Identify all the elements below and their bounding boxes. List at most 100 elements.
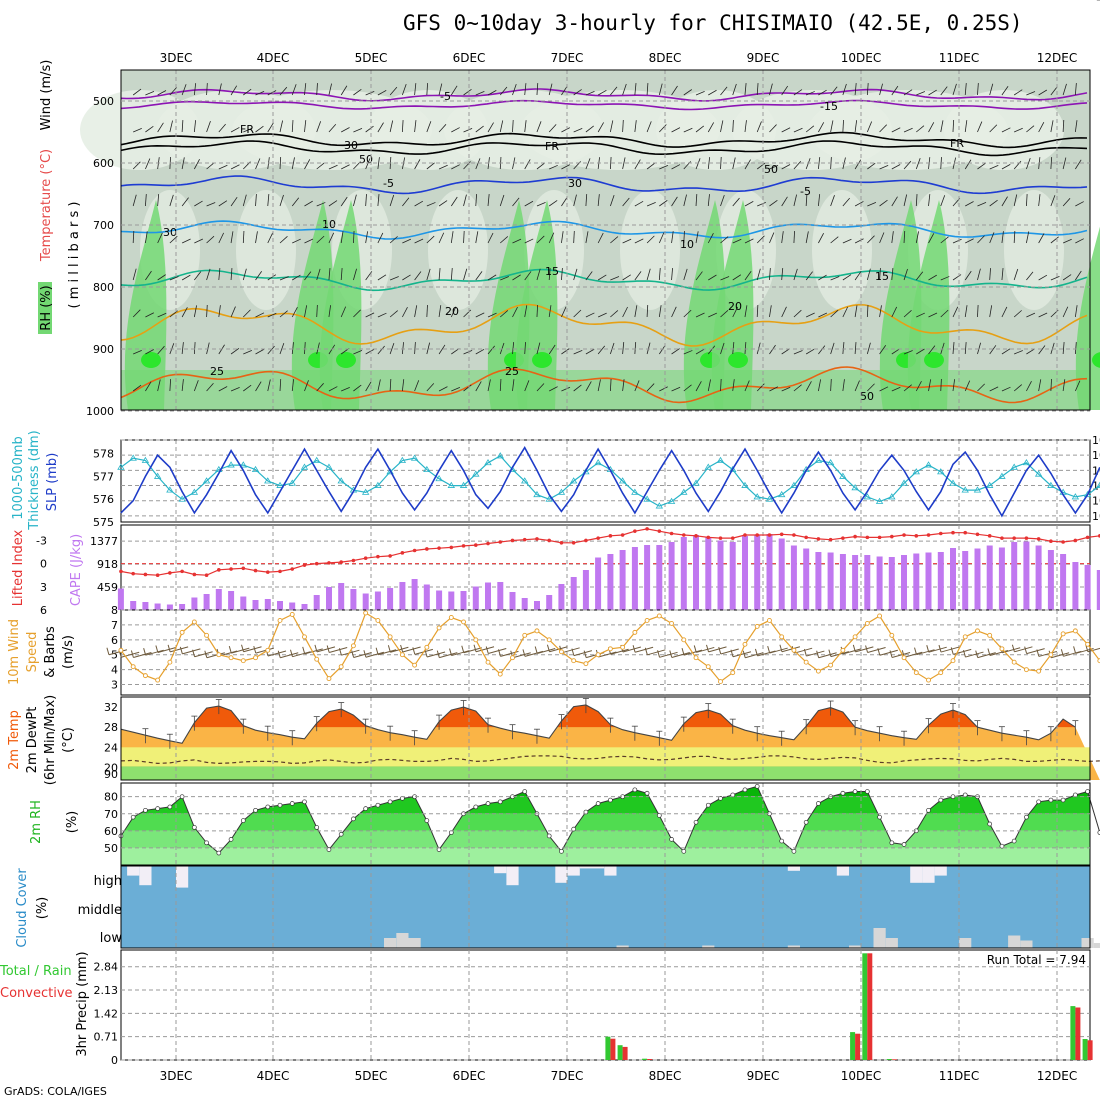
wind-barb [1075, 201, 1084, 207]
wind-barb [561, 306, 567, 318]
thickness-point [777, 490, 786, 498]
thickness-point [973, 486, 982, 493]
wind-barb [585, 381, 592, 392]
precip-conv-bar [1087, 1040, 1093, 1060]
wind-barb [438, 344, 446, 355]
wind-barb [646, 162, 656, 170]
temp-tick: 24 [104, 741, 118, 754]
day-label-top: 6DEC [453, 51, 486, 65]
wind-speed-point [338, 664, 344, 670]
wind-barb-10m [439, 652, 458, 659]
dewpt-band [121, 747, 1090, 767]
precip-tick: 0 [111, 1054, 118, 1067]
cloud-level-middle: middle [78, 903, 122, 918]
thickness-point [459, 481, 468, 488]
wind-speed-point [864, 620, 870, 626]
wind-barb-10m [659, 651, 678, 658]
wind-barb [230, 196, 238, 207]
wind-barb-10m [671, 651, 690, 658]
wind-barb [756, 268, 761, 281]
wind-barb [255, 194, 257, 207]
vertical-labels: RH (%) Temperature (°C) Wind (m/s) ( m i l … [0, 60, 90, 1057]
wind-barb [218, 200, 228, 207]
wind-barb [903, 309, 912, 318]
wind-speed-point [815, 668, 821, 674]
rh-point [901, 842, 907, 847]
wind-barb [1062, 379, 1066, 392]
wind-barb [964, 159, 972, 170]
wind-barb [475, 91, 485, 96]
rh-point [143, 807, 148, 813]
thickness-point [741, 481, 749, 488]
wind-barb [267, 345, 275, 355]
wind-barb-10m [121, 651, 140, 658]
wind-barb [524, 271, 532, 281]
cape-bar [668, 542, 675, 610]
wind-barb [720, 194, 725, 207]
rh-point [167, 804, 173, 810]
wind-barb [218, 164, 228, 170]
wind-barb [353, 268, 357, 281]
dewpt-line [120, 755, 1100, 765]
wind-barb [732, 306, 739, 318]
wind-barb [475, 231, 479, 244]
wind-barb-10m [842, 648, 862, 655]
wind-barb [744, 120, 747, 133]
lifted-point [449, 545, 454, 550]
wind-barb [1074, 305, 1078, 318]
thickness-point [790, 481, 798, 488]
wind-barb-10m [108, 649, 128, 656]
wind-barb [377, 274, 387, 281]
wind-barb [524, 159, 531, 170]
wind-speed-point [546, 637, 552, 643]
day-label-top: 5DEC [355, 51, 388, 65]
wind-barb [965, 201, 974, 207]
wind-barb-10m [889, 650, 893, 658]
lifted-point [510, 538, 515, 543]
wind-barb [414, 159, 421, 170]
wind-speed-point [840, 647, 846, 653]
wind-barb-10m [145, 649, 164, 656]
wind-barb [230, 85, 238, 96]
wind-barb [450, 231, 454, 244]
wind-barb [683, 309, 692, 318]
wind-barb [169, 120, 173, 133]
wind-barb-10m [879, 649, 898, 656]
wind-barb-10m [914, 647, 918, 655]
wind-barb [952, 306, 959, 318]
temp-tick: 28 [104, 721, 118, 734]
wind-barb [1026, 125, 1035, 133]
wind-barb [340, 196, 348, 207]
wind-barb [879, 83, 883, 96]
wind-barb [585, 271, 593, 281]
wind-barb [903, 231, 906, 244]
wind-barb [426, 83, 429, 96]
precip-total-bar [617, 1045, 623, 1060]
cloud-low-clear [1081, 938, 1094, 948]
wind-barb [756, 235, 765, 244]
wind-barb-10m [708, 646, 727, 653]
wind-barb [132, 194, 137, 207]
wind-barb [365, 231, 369, 244]
wind-barb-10m [767, 645, 771, 654]
thickness-point [716, 456, 725, 463]
precip-tick: 2.13 [94, 984, 119, 997]
rh-point [803, 819, 809, 825]
wind-barb [732, 83, 737, 96]
cape-bar [607, 554, 614, 610]
cape-bar [558, 584, 565, 610]
wind-barb [255, 381, 262, 392]
cape-bar [448, 591, 455, 610]
wind-barb [157, 312, 167, 318]
wind-barb [756, 83, 759, 96]
wind-barb [304, 271, 312, 281]
wind-barb [132, 309, 141, 318]
wind-barb [671, 268, 673, 281]
wind-barb [708, 89, 717, 96]
wind-barb [1038, 312, 1048, 318]
wind-speed-point [155, 677, 161, 683]
wind-barb [512, 379, 515, 392]
wind-barb [450, 268, 453, 281]
wind-barb-10m [179, 646, 183, 655]
wind-speed-point [302, 634, 307, 640]
